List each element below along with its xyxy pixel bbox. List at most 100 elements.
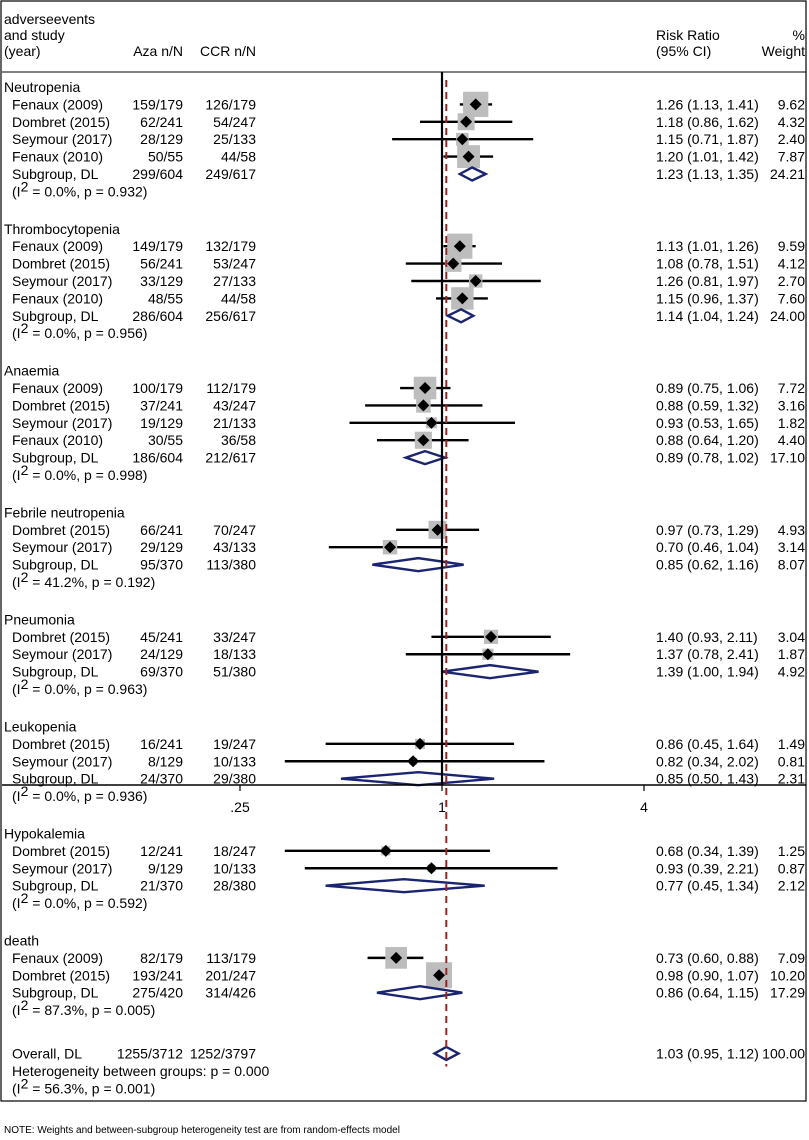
study-weight-text: 7.60	[778, 290, 805, 306]
header-risk-ratio: (95% CI)	[656, 43, 711, 59]
study-ccr: 70/247	[213, 522, 256, 538]
subgroup-ci-text: 1.39 (1.00, 1.94)	[656, 664, 759, 680]
study-weight-text: 1.87	[778, 646, 805, 662]
subgroup-heterogeneity: (I2 = 87.3%, p = 0.005)	[12, 997, 155, 1018]
study-label: Seymour (2017)	[12, 131, 112, 147]
subgroup-ccr: 51/380	[213, 664, 256, 680]
group-title: Anaemia	[4, 363, 59, 379]
subgroup-label: Subgroup, DL	[12, 771, 99, 787]
study-ccr: 126/179	[205, 96, 256, 112]
subgroup-ci-text: 0.85 (0.50, 1.43)	[656, 771, 759, 787]
subgroup-ci-text: 0.86 (0.64, 1.15)	[656, 985, 759, 1001]
study-ci-text: 0.88 (0.64, 1.20)	[656, 432, 759, 448]
study-ci-text: 0.88 (0.59, 1.32)	[656, 397, 759, 413]
study-ci-text: 0.93 (0.39, 2.21)	[656, 860, 759, 876]
overall-diamond	[432, 1045, 462, 1062]
subgroup-label: Subgroup, DL	[12, 557, 99, 573]
study-weight-text: 3.14	[778, 539, 805, 555]
study-aza: 24/129	[140, 646, 183, 662]
subgroup-ci-text: 0.77 (0.45, 1.34)	[656, 878, 759, 894]
subgroup-label: Subgroup, DL	[12, 985, 99, 1001]
subgroup-aza: 299/604	[132, 166, 183, 182]
subgroup-heterogeneity: (I2 = 0.0%, p = 0.936)	[12, 783, 147, 804]
study-aza: 9/129	[148, 860, 183, 876]
x-tick-label: 4	[640, 799, 648, 815]
subgroup-label: Subgroup, DL	[12, 166, 99, 182]
study-ci-text: 1.40 (0.93, 2.11)	[656, 629, 758, 645]
group-title: Neutropenia	[4, 79, 80, 95]
overall-ccr: 1252/3797	[190, 1045, 256, 1061]
study-point-estimate	[417, 399, 430, 412]
study-ccr: 44/58	[221, 290, 256, 306]
study-aza: 33/129	[140, 273, 183, 289]
subgroup-diamond	[325, 877, 485, 894]
subgroup-label: Subgroup, DL	[12, 878, 99, 894]
study-label: Seymour (2017)	[12, 753, 112, 769]
study-label: Dombret (2015)	[12, 256, 110, 272]
header-weight: %	[793, 27, 805, 43]
study-label: Dombret (2015)	[12, 629, 110, 645]
study-point-estimate	[462, 150, 475, 163]
study-point-estimate	[481, 648, 494, 661]
study-ci-text: 1.15 (0.71, 1.87)	[656, 131, 759, 147]
group-title: Leukopenia	[4, 718, 77, 734]
study-point-estimate	[425, 416, 438, 429]
study-weight-text: 10.20	[770, 967, 805, 983]
study-label: Fenaux (2010)	[12, 290, 103, 306]
study-ccr: 43/133	[213, 539, 256, 555]
subgroup-heterogeneity: (I2 = 41.2%, p = 0.192)	[12, 569, 155, 590]
group-title: death	[4, 932, 39, 948]
header-ccr: CCR n/N	[200, 43, 256, 59]
plot-border	[0, 0, 807, 1102]
study-ci-text: 1.18 (0.86, 1.62)	[656, 114, 759, 130]
study-aza: 12/241	[140, 843, 183, 859]
study-aza: 45/241	[140, 629, 183, 645]
study-ccr: 18/247	[213, 843, 256, 859]
study-point-estimate	[425, 862, 438, 875]
study-point-estimate	[447, 257, 460, 270]
study-weight-text: 4.40	[778, 432, 805, 448]
study-weight-text: 1.82	[778, 415, 805, 431]
study-label: Seymour (2017)	[12, 273, 112, 289]
overall-heterogeneity: (I2 = 56.3%, p = 0.001)	[12, 1075, 155, 1096]
study-aza: 29/129	[140, 539, 183, 555]
study-label: Dombret (2015)	[12, 967, 110, 983]
study-label: Dombret (2015)	[12, 843, 110, 859]
study-ci-text: 0.97 (0.73, 1.29)	[656, 522, 759, 538]
overall-aza: 1255/3712	[117, 1045, 183, 1061]
subgroup-ccr: 212/617	[205, 450, 256, 466]
footnote: NOTE: Weights and between-subgroup heter…	[4, 1125, 400, 1136]
study-aza: 30/55	[148, 432, 183, 448]
study-aza: 66/241	[140, 522, 183, 538]
study-aza: 19/129	[140, 415, 183, 431]
study-aza: 28/129	[140, 131, 183, 147]
study-label: Fenaux (2010)	[12, 149, 103, 165]
study-ccr: 43/247	[213, 397, 256, 413]
group-title: Febrile neutropenia	[4, 504, 125, 520]
subgroup-ccr: 28/380	[213, 878, 256, 894]
study-point-estimate	[453, 240, 466, 253]
subgroup-ccr: 314/426	[205, 985, 256, 1001]
study-label: Dombret (2015)	[12, 114, 110, 130]
study-ccr: 10/133	[213, 753, 256, 769]
study-label: Seymour (2017)	[12, 539, 112, 555]
study-point-estimate	[469, 98, 482, 111]
study-ci-text: 1.13 (1.01, 1.26)	[656, 238, 759, 254]
study-weight-text: 1.49	[778, 736, 805, 752]
study-label: Fenaux (2009)	[12, 380, 103, 396]
study-label: Fenaux (2009)	[12, 238, 103, 254]
study-ci-text: 0.73 (0.60, 0.88)	[656, 950, 759, 966]
study-ci-text: 0.98 (0.90, 1.07)	[656, 967, 759, 983]
subgroup-label: Subgroup, DL	[12, 308, 99, 324]
overall-label: Overall, DL	[12, 1045, 82, 1061]
subgroup-weight-text: 17.29	[770, 985, 805, 1001]
subgroup-heterogeneity: (I2 = 0.0%, p = 0.956)	[12, 320, 147, 341]
x-axis: .25 1 4	[2, 72, 806, 1067]
study-ccr: 33/247	[213, 629, 256, 645]
study-weight-text: 3.16	[778, 397, 805, 413]
study-label: Seymour (2017)	[12, 415, 112, 431]
study-weight-text: 3.04	[778, 629, 805, 645]
overall-between-groups: Heterogeneity between groups: p = 0.000	[12, 1063, 269, 1079]
study-weight-text: 7.09	[778, 950, 805, 966]
